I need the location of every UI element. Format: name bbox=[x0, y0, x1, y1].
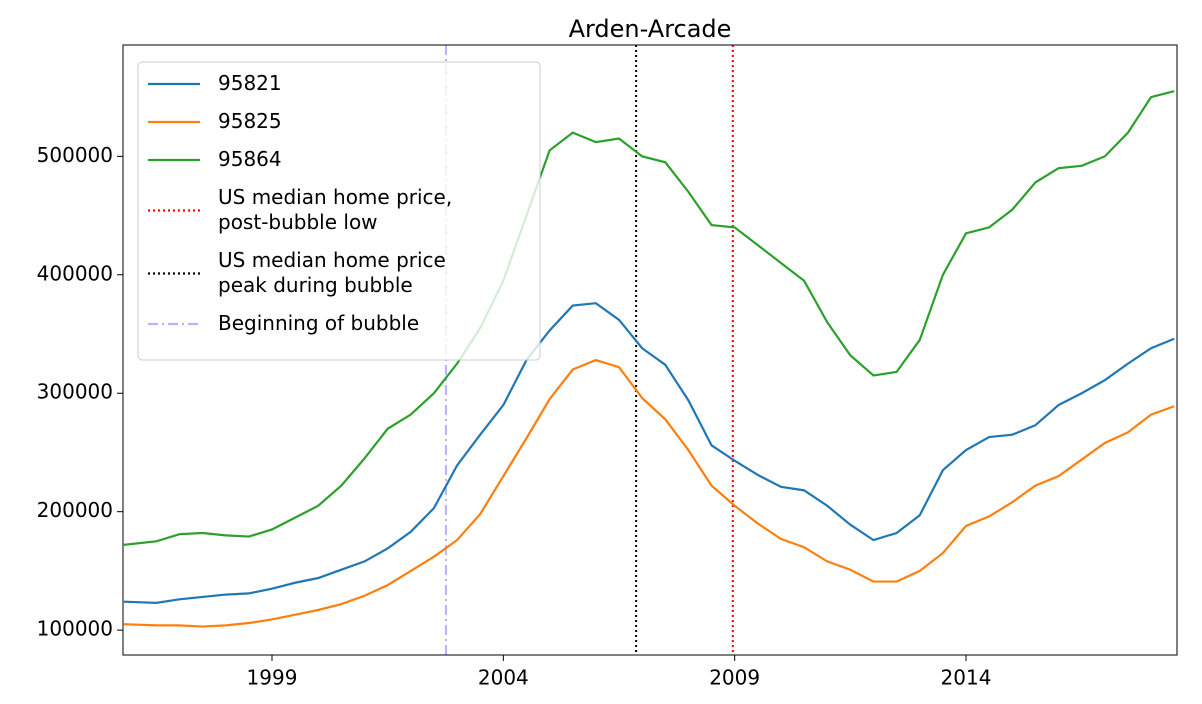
legend-label: 95821 bbox=[218, 71, 282, 95]
x-tick-label: 2009 bbox=[709, 666, 760, 690]
plot-frame bbox=[122, 44, 1178, 656]
legend-label: US median home price peak during bubble bbox=[218, 248, 446, 297]
legend-label: Beginning of bubble bbox=[218, 311, 419, 335]
y-tick-label: 500000 bbox=[37, 143, 113, 167]
legend-label: 95864 bbox=[218, 147, 282, 171]
series-line bbox=[123, 90, 1175, 546]
x-tick-label: 1999 bbox=[247, 666, 298, 690]
series-line bbox=[123, 358, 1175, 628]
y-tick-label: 100000 bbox=[37, 617, 113, 641]
legend-box bbox=[137, 61, 541, 361]
y-tick-label: 300000 bbox=[37, 380, 113, 404]
series-line bbox=[123, 302, 1175, 604]
x-tick-label: 2004 bbox=[478, 666, 529, 690]
chart-title: Arden-Arcade bbox=[569, 15, 732, 43]
x-tick-label: 2014 bbox=[941, 666, 992, 690]
y-tick-label: 200000 bbox=[37, 498, 113, 522]
y-tick-label: 400000 bbox=[37, 261, 113, 285]
legend-label: US median home price, post-bubble low bbox=[218, 185, 452, 234]
legend-label: 95825 bbox=[218, 109, 282, 133]
legend: 95821 95825 95864 US median home price, post… bbox=[137, 61, 541, 361]
